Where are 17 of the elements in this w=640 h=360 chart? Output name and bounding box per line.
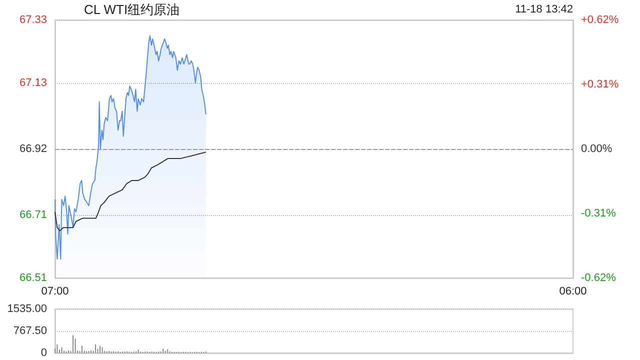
text: 11-18 13:42 bbox=[515, 4, 574, 16]
y2-tick-label: -0.62% bbox=[581, 272, 616, 284]
y-tick-label: 66.51 bbox=[19, 272, 47, 284]
y2-tick-label: -0.31% bbox=[581, 208, 616, 220]
y-tick-label: 1535.00 bbox=[7, 303, 47, 315]
y-tick-label: 767.50 bbox=[13, 325, 47, 337]
x-tick-label: 07:00 bbox=[41, 286, 69, 298]
chart-title: CL WTI纽约原油 bbox=[84, 2, 180, 17]
y-tick-label: 67.33 bbox=[19, 14, 47, 26]
x-tick-label: 06:00 bbox=[559, 286, 587, 298]
y-tick-label: 66.71 bbox=[19, 209, 47, 222]
y2-tick-label: 0.00% bbox=[581, 143, 612, 155]
y2-tick-label: +0.31% bbox=[581, 78, 619, 90]
y-tick-label: 67.13 bbox=[19, 76, 47, 89]
y-tick-label: 0 bbox=[40, 347, 47, 359]
y2-tick-label: +0.62% bbox=[581, 14, 619, 26]
y-tick-label: 66.92 bbox=[19, 143, 47, 155]
